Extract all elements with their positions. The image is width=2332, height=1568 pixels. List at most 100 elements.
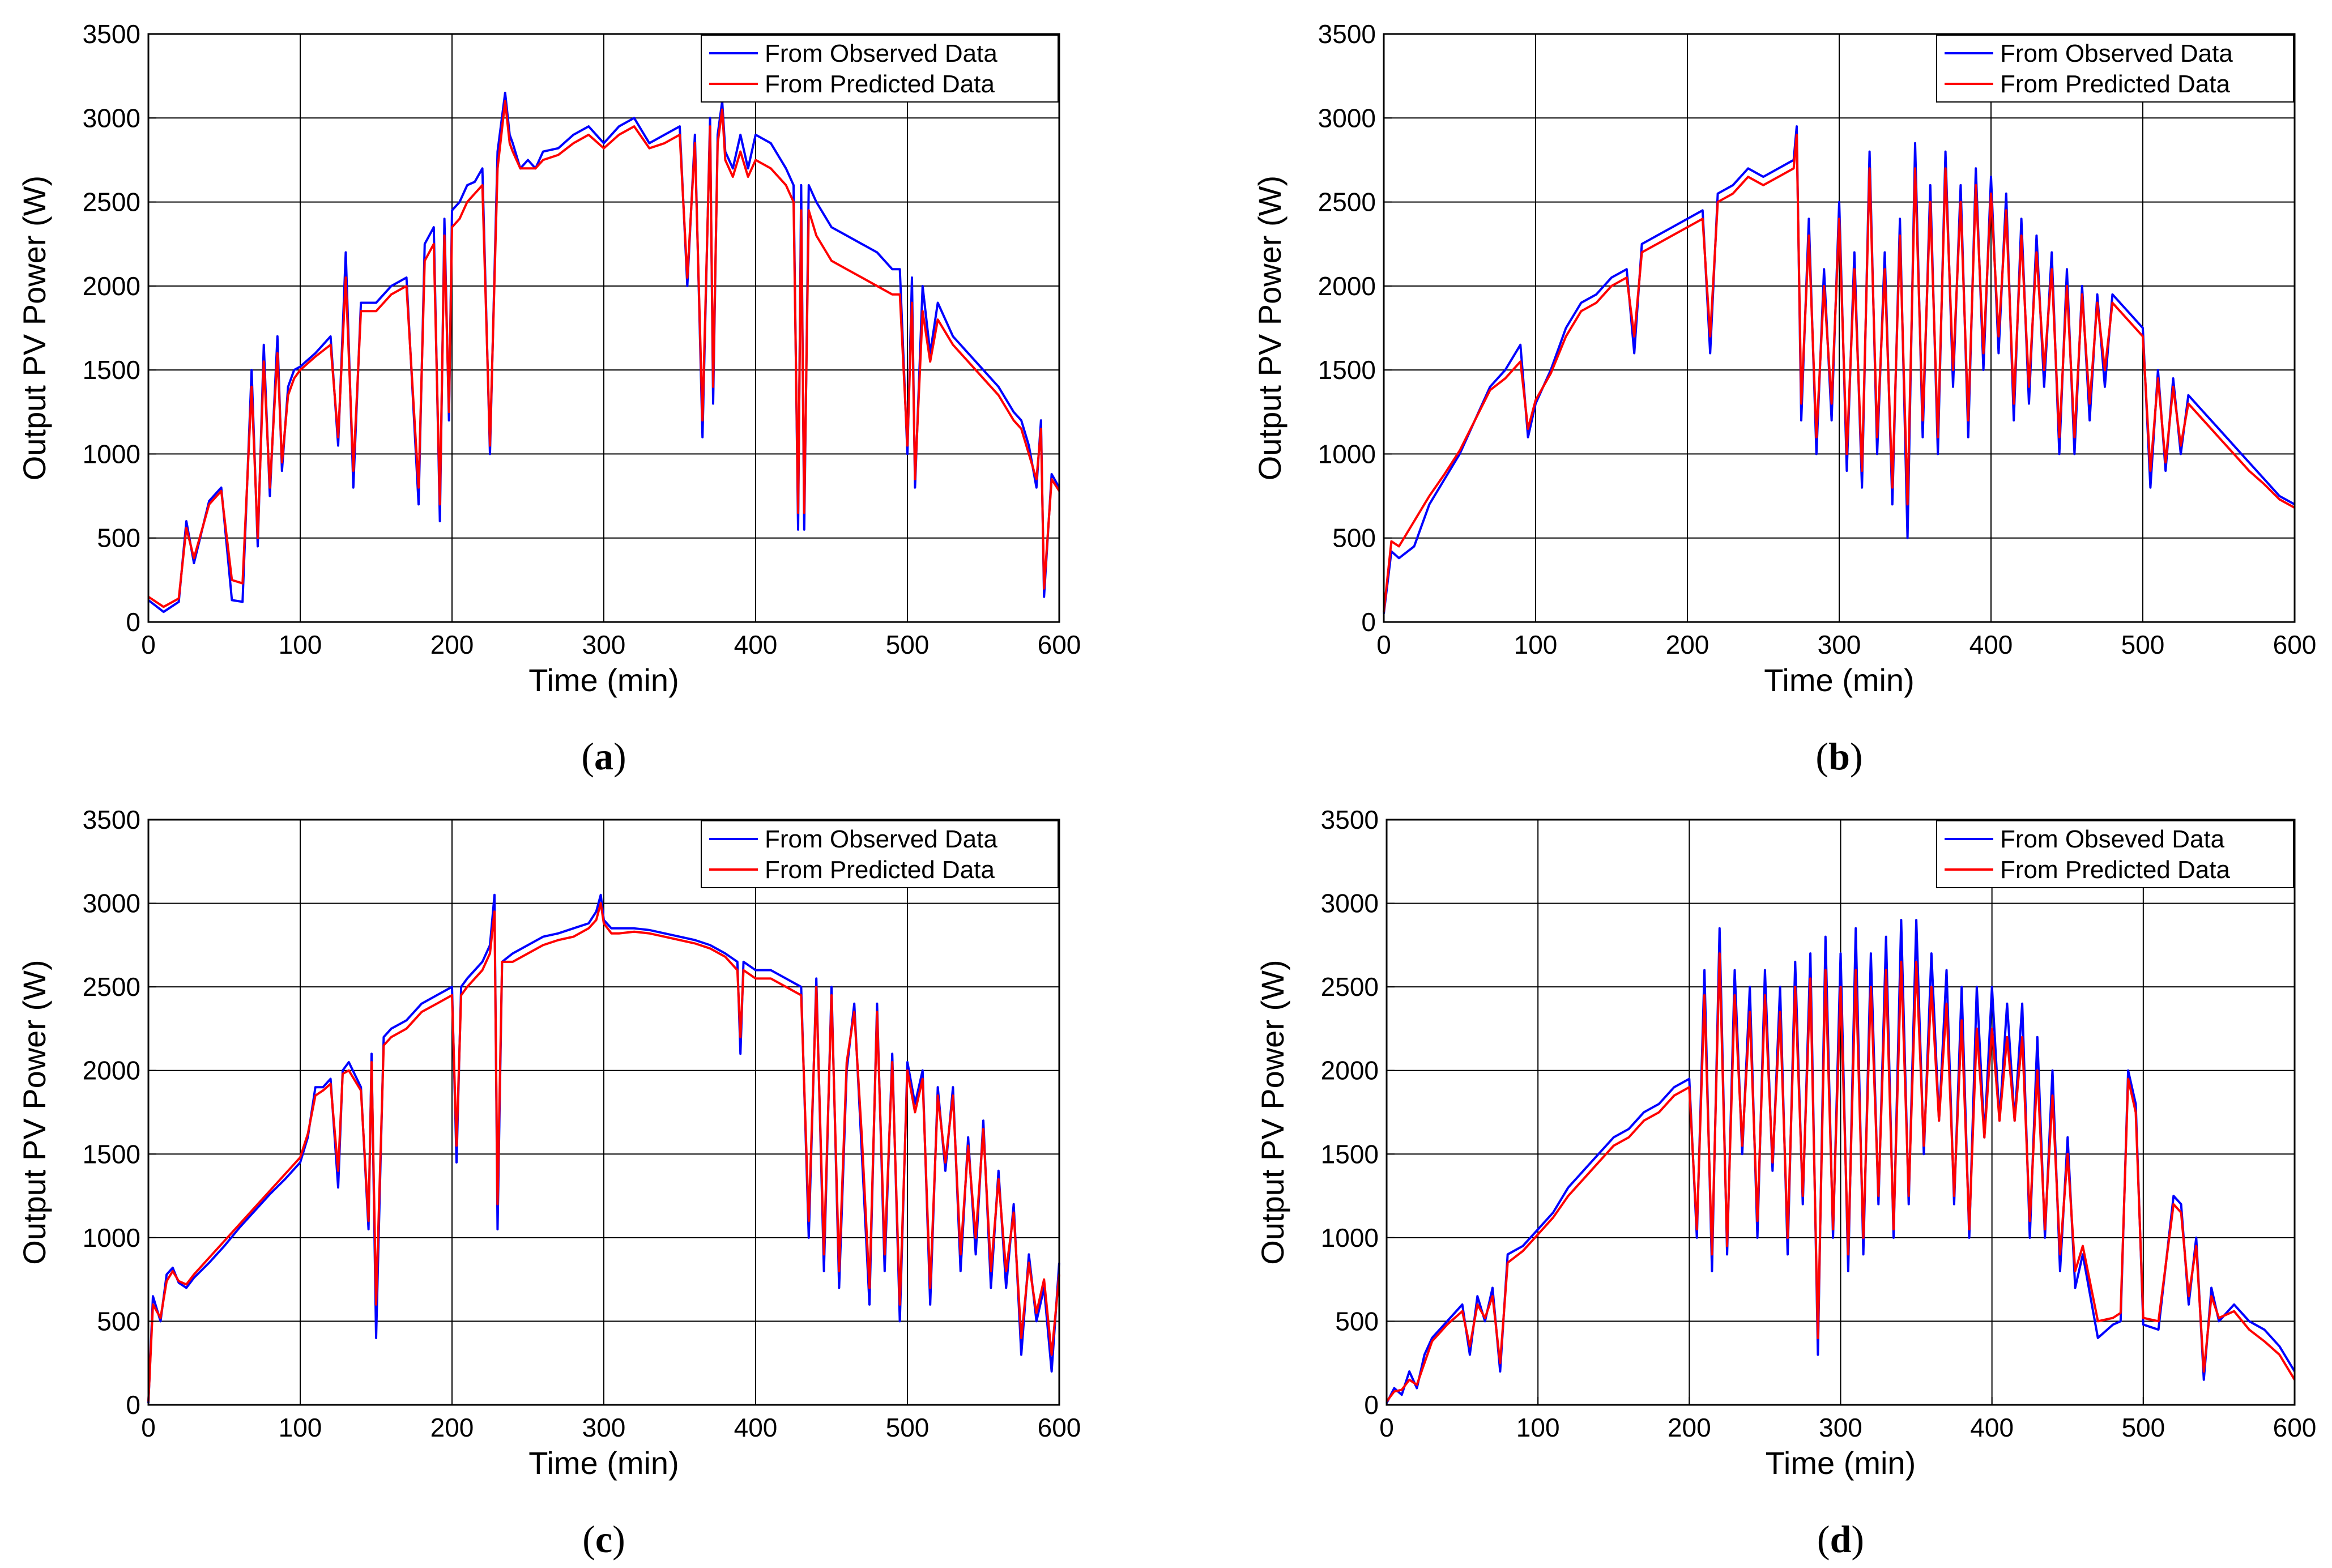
x-tick-label-b-400: 400: [1969, 630, 2013, 659]
legend-box-c: [701, 820, 1059, 888]
y-tick-label-b-1500: 1500: [1318, 355, 1376, 385]
caption-d: (d): [1817, 1518, 1864, 1561]
x-tick-label-b-100: 100: [1514, 630, 1558, 659]
x-tick-label-a-600: 600: [1038, 630, 1081, 659]
y-ticks-d: 0 500 1000 1500 2000 2500 3000 3500: [1321, 805, 1395, 1420]
y-tick-label-c-1000: 1000: [83, 1223, 140, 1252]
caption-b: (b): [1815, 735, 1862, 778]
y-tick-label-a-3000: 3000: [83, 103, 140, 133]
y-axis-label-a: Output PV Power (W): [16, 176, 52, 480]
x-axis-label-c: Time (min): [528, 1445, 679, 1481]
y-tick-label-a-0: 0: [126, 607, 140, 637]
x-ticks-a: 0 100 200 300 400 500 600: [141, 614, 1081, 659]
y-tick-label-b-3000: 3000: [1318, 103, 1376, 133]
y-tick-label-c-1500: 1500: [83, 1139, 140, 1169]
predicted-series-line-b: [1383, 133, 2295, 612]
caption-letter-c: c: [595, 1518, 612, 1561]
x-axis-label-a: Time (min): [528, 662, 679, 698]
grid-a: [148, 34, 1059, 622]
x-tick-label-c-500: 500: [886, 1413, 930, 1442]
y-tick-label-d-2000: 2000: [1321, 1056, 1379, 1085]
y-axis-label-c: Output PV Power (W): [16, 960, 52, 1264]
legend-label-predicted-d: From Predicted Data: [2000, 856, 2230, 884]
grid-b: [1384, 34, 2295, 622]
x-tick-label-b-0: 0: [1376, 630, 1391, 659]
x-axis-label-d: Time (min): [1766, 1445, 1916, 1481]
x-tick-label-d-100: 100: [1516, 1413, 1560, 1442]
y-tick-label-a-3500: 3500: [83, 19, 140, 49]
legend-label-predicted-c: From Predicted Data: [765, 856, 995, 884]
caption-c: (c): [582, 1518, 625, 1561]
y-ticks-a: 0 500 1000 1500 2000 2500 3000 3500: [83, 19, 156, 637]
legend-box-a: [701, 35, 1059, 103]
y-tick-label-b-0: 0: [1361, 607, 1376, 637]
x-tick-label-a-400: 400: [734, 630, 778, 659]
x-tick-label-a-500: 500: [886, 630, 930, 659]
y-tick-label-b-1000: 1000: [1318, 439, 1376, 468]
y-tick-label-b-3500: 3500: [1318, 19, 1376, 49]
y-ticks-c: 0 500 1000 1500 2000 2500 3000 3500: [83, 805, 156, 1420]
x-tick-label-b-200: 200: [1666, 630, 1709, 659]
x-tick-label-d-400: 400: [1970, 1413, 2014, 1442]
grid-c: [148, 820, 1059, 1405]
legend-a: From Observed Data From Predicted Data: [701, 35, 1059, 103]
chart-panel-d: 0 100 200 300 400 500 600 0 500 1000 1500 2000 2500…: [1255, 805, 2316, 1561]
series-group-a: [147, 91, 1060, 613]
x-ticks-d: 0 100 200 300 400 500 600: [1379, 1397, 2316, 1442]
x-ticks-c: 0 100 200 300 400 500 600: [141, 1397, 1081, 1442]
predicted-series-line-d: [1385, 952, 2296, 1403]
x-tick-label-a-300: 300: [582, 630, 626, 659]
x-ticks-b: 0 100 200 300 400 500 600: [1376, 614, 2316, 659]
y-tick-label-b-2000: 2000: [1318, 271, 1376, 301]
legend-label-observed-d: From Obseved Data: [2000, 825, 2225, 853]
y-tick-label-d-2500: 2500: [1321, 972, 1379, 1002]
y-tick-label-d-500: 500: [1335, 1306, 1379, 1336]
x-tick-label-c-200: 200: [430, 1413, 474, 1442]
y-tick-label-b-2500: 2500: [1318, 188, 1376, 217]
y-tick-label-c-500: 500: [97, 1306, 140, 1336]
x-tick-label-c-300: 300: [582, 1413, 626, 1442]
x-tick-label-a-100: 100: [279, 630, 322, 659]
y-tick-label-c-0: 0: [126, 1390, 140, 1420]
x-tick-label-c-0: 0: [141, 1413, 156, 1442]
x-tick-label-b-300: 300: [1818, 630, 1861, 659]
y-tick-label-b-500: 500: [1332, 523, 1376, 553]
chart-panel-a: 0 100 200 300 400 500 600 0 500 1000 1500 2000 2500…: [16, 19, 1081, 778]
x-tick-label-a-0: 0: [141, 630, 156, 659]
x-axis-label-b: Time (min): [1764, 662, 1914, 698]
x-tick-label-c-600: 600: [1038, 1413, 1081, 1442]
legend-label-observed-b: From Observed Data: [2000, 40, 2233, 67]
legend-d: From Obseved Data From Predicted Data: [1936, 820, 2294, 888]
legend-box-b: [1936, 35, 2294, 103]
y-tick-label-d-0: 0: [1364, 1390, 1379, 1420]
legend-box-d: [1936, 820, 2294, 888]
x-tick-label-a-200: 200: [430, 630, 474, 659]
predicted-series-line-a: [147, 100, 1060, 608]
legend-c: From Observed Data From Predicted Data: [701, 820, 1059, 888]
y-tick-label-a-500: 500: [97, 523, 140, 553]
y-tick-label-c-3000: 3000: [83, 889, 140, 918]
series-group-b: [1383, 125, 2295, 614]
legend-b: From Observed Data From Predicted Data: [1936, 35, 2294, 103]
y-tick-label-d-3000: 3000: [1321, 889, 1379, 918]
chart-panel-c: 0 100 200 300 400 500 600 0 500 1000 1500 2000 2500…: [16, 805, 1081, 1561]
series-group-c: [147, 893, 1060, 1404]
y-tick-label-d-1500: 1500: [1321, 1139, 1379, 1169]
x-tick-label-d-600: 600: [2273, 1413, 2317, 1442]
legend-label-predicted-b: From Predicted Data: [2000, 70, 2230, 98]
legend-label-predicted-a: From Predicted Data: [765, 70, 995, 98]
y-tick-label-a-1500: 1500: [83, 355, 140, 385]
x-tick-label-d-0: 0: [1379, 1413, 1394, 1442]
y-axis-label-b: Output PV Power (W): [1252, 176, 1287, 480]
y-axis-label-d: Output PV Power (W): [1255, 960, 1290, 1264]
x-tick-label-d-300: 300: [1819, 1413, 1862, 1442]
y-tick-label-a-2000: 2000: [83, 271, 140, 301]
caption-a: (a): [581, 735, 626, 778]
x-tick-label-d-200: 200: [1668, 1413, 1711, 1442]
x-tick-label-c-100: 100: [279, 1413, 322, 1442]
x-tick-label-c-400: 400: [734, 1413, 778, 1442]
y-tick-label-d-3500: 3500: [1321, 805, 1379, 834]
caption-letter-b: b: [1828, 735, 1850, 778]
y-tick-label-a-2500: 2500: [83, 188, 140, 217]
